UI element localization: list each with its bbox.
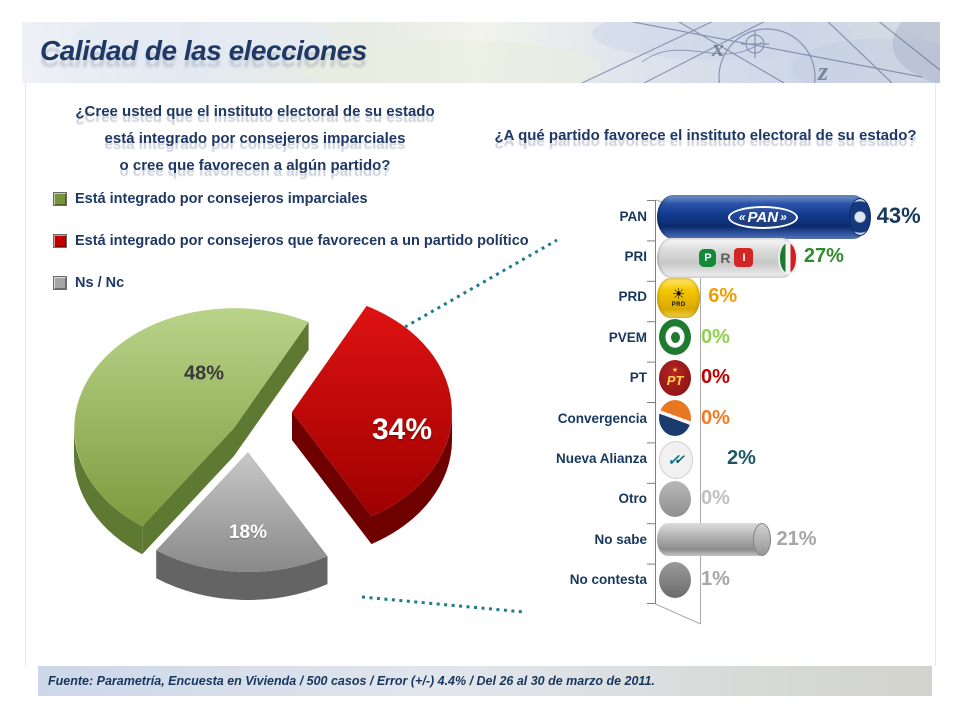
bar-value-label: 43% bbox=[876, 203, 921, 229]
pie-svg bbox=[74, 305, 452, 600]
bar-row: No contesta 1% bbox=[535, 560, 959, 600]
pie-chart-3d: 48% 34% 18% bbox=[30, 285, 500, 620]
bar-value-label: 21% bbox=[776, 527, 817, 550]
category-label: PAN bbox=[619, 208, 647, 224]
pri-red-block: I bbox=[734, 248, 754, 268]
bar-pvem bbox=[657, 317, 693, 357]
bar-otro bbox=[657, 479, 693, 519]
source-text: Fuente: Parametría, Encuesta en Vivienda… bbox=[48, 674, 655, 688]
prd-logo-text: PRD bbox=[671, 301, 686, 308]
geometry-sketch-icon bbox=[581, 22, 940, 83]
bar-value-label: 0% bbox=[701, 406, 730, 429]
left-question-line3: o cree que favorecen a algún partido? bbox=[119, 157, 391, 174]
bar-row: PAN « PAN » 43% bbox=[535, 195, 959, 240]
category-label: PRD bbox=[618, 289, 647, 305]
nueva-alianza-logo-icon: ✓ ✓ bbox=[659, 440, 693, 479]
gray-cylinder bbox=[657, 523, 771, 557]
left-question: ¿Cree usted que el instituto electoral d… bbox=[40, 98, 470, 179]
bar-row: No sabe 21% bbox=[535, 519, 959, 559]
bar-row: PRD ☀ PRD 6% bbox=[535, 277, 959, 318]
prd-logo-icon: ☀ PRD bbox=[657, 277, 701, 318]
bar-no-sabe bbox=[657, 519, 771, 559]
bar-no-contesta bbox=[657, 560, 693, 600]
bar-value-label: 1% bbox=[701, 568, 730, 591]
pie-value-label: 48% bbox=[183, 362, 225, 385]
pri-logo-icon: P R I bbox=[657, 237, 798, 278]
bar-value-label: 2% bbox=[727, 447, 756, 470]
bar-row: PRI P R I 27% bbox=[535, 236, 959, 278]
sun-icon: ☀ bbox=[671, 285, 686, 303]
bar-row: PT ★ PT 0% bbox=[535, 358, 959, 398]
source-footer: Fuente: Parametría, Encuesta en Vivienda… bbox=[38, 666, 932, 696]
bar-prd: ☀ PRD bbox=[657, 277, 701, 318]
axis-ticks bbox=[647, 200, 656, 604]
legend-label: Ns / Nc bbox=[75, 275, 125, 291]
bar-chart: PAN « PAN » 43% PRI bbox=[535, 195, 959, 600]
pan-endcap-icon bbox=[848, 198, 871, 237]
sketch-letter-z: z bbox=[817, 57, 829, 83]
gray-endcap-icon bbox=[752, 523, 771, 557]
legend-marker-green-icon bbox=[53, 192, 67, 206]
category-label: No sabe bbox=[594, 531, 647, 547]
pie-value-label: 18% bbox=[228, 522, 268, 543]
pri-letter: R bbox=[720, 249, 731, 266]
check-icon: ✓ bbox=[667, 451, 680, 469]
star-icon: ★ bbox=[671, 367, 679, 375]
category-label: No contesta bbox=[569, 572, 647, 588]
convergencia-logo-icon bbox=[659, 400, 691, 437]
bar-pan: « PAN » bbox=[657, 195, 871, 240]
sketch-letter-x: x bbox=[711, 36, 724, 62]
pt-logo-text: PT bbox=[666, 373, 684, 389]
legend-item: Ns / Nc bbox=[53, 273, 529, 293]
bar-value-label: 27% bbox=[803, 245, 844, 268]
otro-marker-icon bbox=[659, 480, 691, 517]
pt-logo-icon: ★ PT bbox=[659, 359, 691, 396]
category-label: PT bbox=[629, 370, 647, 386]
left-question-line1: ¿Cree usted que el instituto electoral d… bbox=[75, 103, 435, 120]
right-question: ¿A qué partido favorece el instituto ele… bbox=[494, 127, 917, 144]
page-title: Calidad de las elecciones bbox=[40, 35, 367, 66]
category-label: Nueva Alianza bbox=[555, 451, 647, 467]
legend-item: Está integrado por consejeros que favore… bbox=[53, 231, 529, 251]
bar-convergencia bbox=[657, 398, 693, 438]
pri-endcap-icon bbox=[777, 240, 798, 275]
legend-label: Está integrado por consejeros que favore… bbox=[75, 233, 529, 249]
bar-pt: ★ PT bbox=[657, 358, 693, 398]
category-label: PVEM bbox=[608, 329, 647, 345]
chevron-left-icon: « bbox=[738, 210, 746, 225]
bar-row: Otro 0% bbox=[535, 479, 959, 519]
bar-row: Nueva Alianza ✓ ✓ 2% bbox=[535, 438, 959, 479]
bar-value-label: 0% bbox=[701, 325, 730, 348]
category-label: Convergencia bbox=[557, 410, 647, 426]
pri-green-block: P bbox=[699, 248, 717, 267]
bar-value-label: 6% bbox=[708, 285, 738, 308]
pie-value-label: 34% bbox=[371, 413, 433, 446]
check-icon: ✓ bbox=[673, 451, 685, 467]
header-decoration: x z bbox=[72, 22, 940, 83]
left-question-line2: está integrado por consejeros imparciale… bbox=[104, 130, 406, 147]
no-contesta-marker-icon bbox=[659, 561, 691, 598]
header-band: x z Calidad de las elecciones bbox=[22, 22, 940, 83]
legend-marker-gray-icon bbox=[53, 276, 67, 290]
content-frame bbox=[25, 83, 936, 666]
bar-nueva-alianza: ✓ ✓ bbox=[657, 439, 693, 479]
pan-logo-icon: « PAN » bbox=[657, 195, 871, 240]
legend-marker-red-icon bbox=[53, 234, 67, 248]
category-label: PRI bbox=[624, 249, 647, 265]
bar-value-label: 0% bbox=[701, 366, 730, 389]
bar-row: PVEM 0% bbox=[535, 317, 959, 357]
category-label: Otro bbox=[618, 491, 648, 507]
chevron-right-icon: » bbox=[780, 210, 787, 225]
bar-pri: P R I bbox=[657, 237, 798, 278]
legend-label: Está integrado por consejeros imparciale… bbox=[75, 191, 368, 207]
bar-value-label: 0% bbox=[701, 487, 730, 510]
pan-logo-text: PAN bbox=[747, 208, 779, 226]
bar-row: Convergencia 0% bbox=[535, 398, 959, 438]
pvem-logo-icon bbox=[659, 319, 691, 356]
legend-item: Está integrado por consejeros imparciale… bbox=[53, 189, 529, 209]
